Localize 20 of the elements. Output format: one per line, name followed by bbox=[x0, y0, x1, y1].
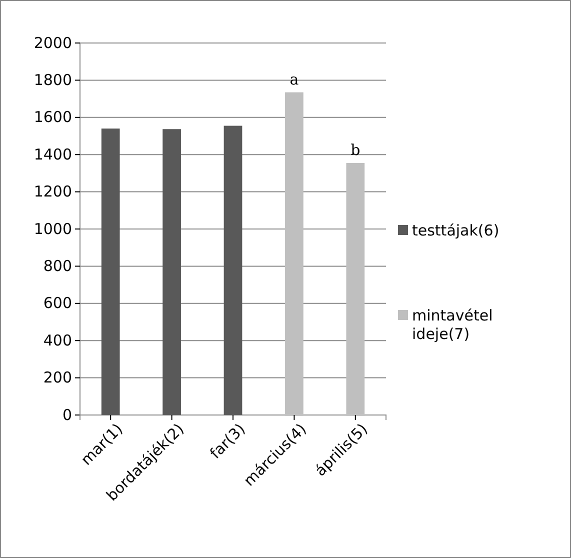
legend-label: testtájak(6) bbox=[412, 221, 500, 240]
bar bbox=[224, 126, 242, 415]
y-tick-label: 1800 bbox=[34, 71, 72, 89]
y-tick-label: 600 bbox=[43, 294, 72, 312]
bar bbox=[285, 92, 304, 415]
annotation: b bbox=[350, 140, 360, 159]
annotation: a bbox=[290, 70, 299, 88]
y-tick-label: 200 bbox=[43, 368, 72, 387]
y-tick-label: 0 bbox=[62, 406, 72, 424]
legend-label: mintavétel ideje(7) bbox=[412, 306, 493, 343]
bar bbox=[346, 162, 365, 415]
y-tick-label: 1400 bbox=[34, 145, 72, 164]
y-tick-label: 1600 bbox=[34, 108, 72, 126]
y-tick-label: 400 bbox=[43, 331, 72, 350]
y-tick-label: 1000 bbox=[34, 220, 72, 238]
bar bbox=[162, 129, 181, 415]
bar bbox=[101, 128, 120, 415]
y-tick-label: 800 bbox=[43, 257, 72, 275]
y-tick-label: 1200 bbox=[34, 182, 72, 201]
y-tick-label: 2000 bbox=[34, 34, 72, 52]
